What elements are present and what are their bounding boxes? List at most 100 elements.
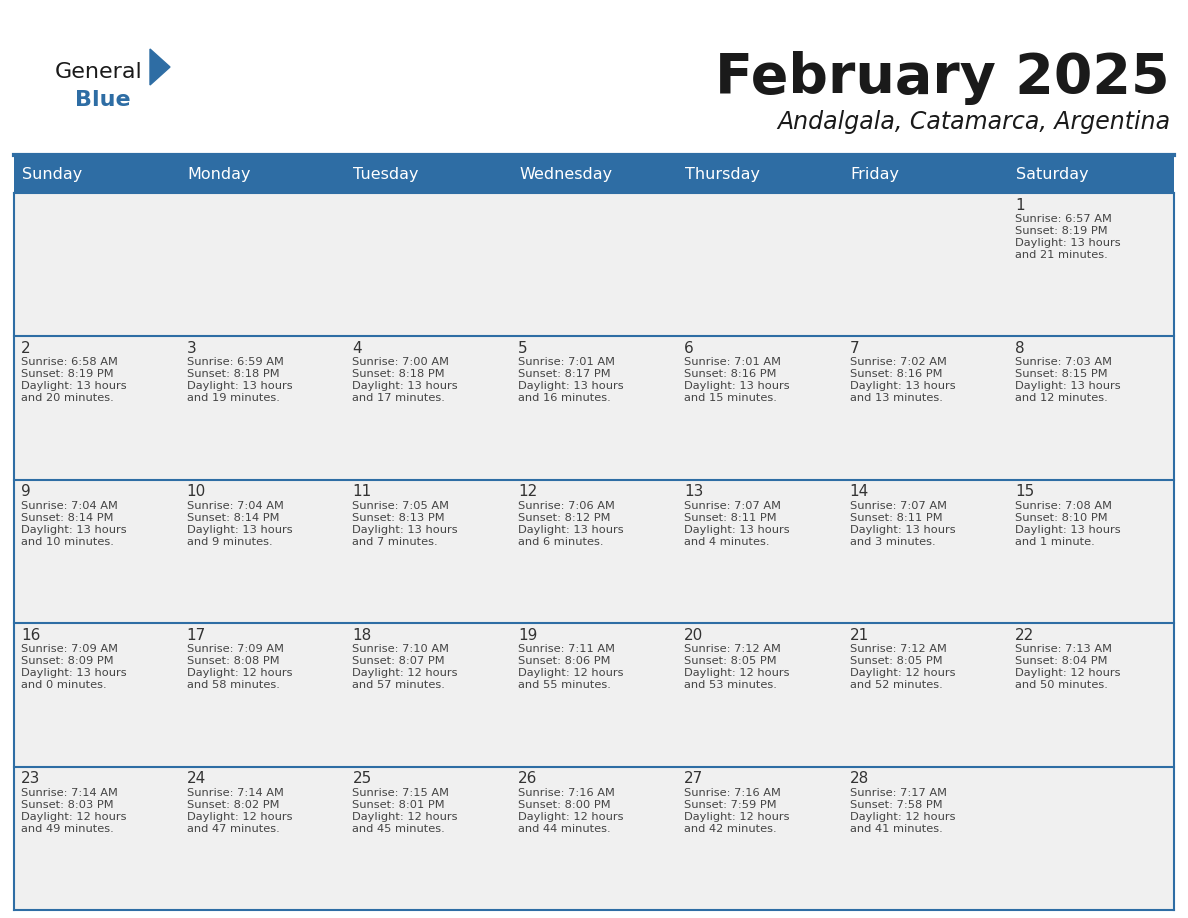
- Text: Sunset: 8:00 PM: Sunset: 8:00 PM: [518, 800, 611, 810]
- Text: and 9 minutes.: and 9 minutes.: [187, 537, 272, 547]
- Text: Sunset: 8:11 PM: Sunset: 8:11 PM: [849, 513, 942, 522]
- Text: Daylight: 13 hours: Daylight: 13 hours: [518, 381, 624, 391]
- Polygon shape: [150, 49, 170, 85]
- Text: 20: 20: [684, 628, 703, 643]
- Text: Sunset: 7:58 PM: Sunset: 7:58 PM: [849, 800, 942, 810]
- Text: Daylight: 12 hours: Daylight: 12 hours: [849, 812, 955, 822]
- Bar: [14, 623, 179, 767]
- Text: and 13 minutes.: and 13 minutes.: [849, 394, 942, 403]
- Text: Daylight: 12 hours: Daylight: 12 hours: [684, 668, 789, 678]
- Text: Sunset: 8:13 PM: Sunset: 8:13 PM: [353, 513, 446, 522]
- Bar: [14, 155, 1174, 193]
- Text: Daylight: 12 hours: Daylight: 12 hours: [187, 668, 292, 678]
- Text: and 6 minutes.: and 6 minutes.: [518, 537, 604, 547]
- Text: Sunset: 8:19 PM: Sunset: 8:19 PM: [21, 369, 114, 379]
- Bar: [511, 193, 677, 336]
- Bar: [179, 336, 346, 480]
- Text: Daylight: 13 hours: Daylight: 13 hours: [353, 525, 459, 535]
- Text: Sunset: 8:12 PM: Sunset: 8:12 PM: [518, 513, 611, 522]
- Text: Sunrise: 7:10 AM: Sunrise: 7:10 AM: [353, 644, 449, 655]
- Text: and 0 minutes.: and 0 minutes.: [21, 680, 107, 690]
- Text: and 55 minutes.: and 55 minutes.: [518, 680, 611, 690]
- Bar: [511, 336, 677, 480]
- Bar: [179, 767, 346, 910]
- Text: 16: 16: [21, 628, 40, 643]
- Text: 17: 17: [187, 628, 206, 643]
- Text: 8: 8: [1016, 341, 1025, 356]
- Text: 27: 27: [684, 771, 703, 786]
- Text: Sunrise: 7:00 AM: Sunrise: 7:00 AM: [353, 357, 449, 367]
- Text: 19: 19: [518, 628, 537, 643]
- Bar: [1009, 336, 1174, 480]
- Text: Daylight: 13 hours: Daylight: 13 hours: [684, 381, 790, 391]
- Text: and 19 minutes.: and 19 minutes.: [187, 394, 279, 403]
- Text: 23: 23: [21, 771, 40, 786]
- Bar: [1009, 623, 1174, 767]
- Text: Sunrise: 6:57 AM: Sunrise: 6:57 AM: [1016, 214, 1112, 224]
- Text: Sunset: 8:05 PM: Sunset: 8:05 PM: [684, 656, 777, 666]
- Text: 13: 13: [684, 485, 703, 499]
- Bar: [1009, 767, 1174, 910]
- Text: Sunday: Sunday: [23, 166, 82, 182]
- Text: and 1 minute.: and 1 minute.: [1016, 537, 1095, 547]
- Text: Sunset: 8:08 PM: Sunset: 8:08 PM: [187, 656, 279, 666]
- Text: Sunrise: 7:12 AM: Sunrise: 7:12 AM: [684, 644, 781, 655]
- Bar: [1009, 193, 1174, 336]
- Text: 10: 10: [187, 485, 206, 499]
- Text: Daylight: 12 hours: Daylight: 12 hours: [518, 668, 624, 678]
- Text: 1: 1: [1016, 197, 1025, 212]
- Text: and 49 minutes.: and 49 minutes.: [21, 823, 114, 834]
- Bar: [346, 336, 511, 480]
- Text: Saturday: Saturday: [1016, 166, 1089, 182]
- Text: Wednesday: Wednesday: [519, 166, 612, 182]
- Text: and 3 minutes.: and 3 minutes.: [849, 537, 935, 547]
- Text: Sunset: 7:59 PM: Sunset: 7:59 PM: [684, 800, 777, 810]
- Text: and 57 minutes.: and 57 minutes.: [353, 680, 446, 690]
- Text: Daylight: 12 hours: Daylight: 12 hours: [21, 812, 126, 822]
- Text: and 12 minutes.: and 12 minutes.: [1016, 394, 1108, 403]
- Text: February 2025: February 2025: [715, 51, 1170, 105]
- Text: Sunset: 8:18 PM: Sunset: 8:18 PM: [353, 369, 446, 379]
- Bar: [179, 480, 346, 623]
- Text: Sunrise: 6:58 AM: Sunrise: 6:58 AM: [21, 357, 118, 367]
- Text: and 47 minutes.: and 47 minutes.: [187, 823, 279, 834]
- Text: Daylight: 13 hours: Daylight: 13 hours: [849, 381, 955, 391]
- Text: Sunrise: 7:14 AM: Sunrise: 7:14 AM: [187, 788, 284, 798]
- Bar: [14, 336, 179, 480]
- Bar: [842, 336, 1009, 480]
- Text: Sunrise: 7:01 AM: Sunrise: 7:01 AM: [684, 357, 781, 367]
- Bar: [346, 767, 511, 910]
- Bar: [14, 767, 179, 910]
- Bar: [842, 480, 1009, 623]
- Bar: [179, 623, 346, 767]
- Text: Sunrise: 7:03 AM: Sunrise: 7:03 AM: [1016, 357, 1112, 367]
- Bar: [677, 623, 842, 767]
- Text: Sunset: 8:03 PM: Sunset: 8:03 PM: [21, 800, 114, 810]
- Bar: [346, 623, 511, 767]
- Text: 28: 28: [849, 771, 868, 786]
- Bar: [179, 193, 346, 336]
- Text: and 4 minutes.: and 4 minutes.: [684, 537, 770, 547]
- Bar: [346, 480, 511, 623]
- Text: General: General: [55, 62, 143, 82]
- Bar: [1009, 480, 1174, 623]
- Text: Sunset: 8:18 PM: Sunset: 8:18 PM: [187, 369, 279, 379]
- Text: and 20 minutes.: and 20 minutes.: [21, 394, 114, 403]
- Text: Daylight: 13 hours: Daylight: 13 hours: [21, 525, 127, 535]
- Bar: [677, 767, 842, 910]
- Text: Sunrise: 7:09 AM: Sunrise: 7:09 AM: [21, 644, 118, 655]
- Text: Sunset: 8:14 PM: Sunset: 8:14 PM: [187, 513, 279, 522]
- Text: Sunset: 8:14 PM: Sunset: 8:14 PM: [21, 513, 114, 522]
- Text: and 10 minutes.: and 10 minutes.: [21, 537, 114, 547]
- Text: Sunrise: 7:04 AM: Sunrise: 7:04 AM: [187, 501, 284, 510]
- Text: Sunrise: 7:15 AM: Sunrise: 7:15 AM: [353, 788, 449, 798]
- Bar: [14, 193, 179, 336]
- Text: Sunset: 8:04 PM: Sunset: 8:04 PM: [1016, 656, 1107, 666]
- Text: 25: 25: [353, 771, 372, 786]
- Text: Daylight: 13 hours: Daylight: 13 hours: [849, 525, 955, 535]
- Text: Sunset: 8:05 PM: Sunset: 8:05 PM: [849, 656, 942, 666]
- Bar: [842, 193, 1009, 336]
- Text: and 21 minutes.: and 21 minutes.: [1016, 250, 1108, 260]
- Text: Daylight: 12 hours: Daylight: 12 hours: [187, 812, 292, 822]
- Text: Sunrise: 7:05 AM: Sunrise: 7:05 AM: [353, 501, 449, 510]
